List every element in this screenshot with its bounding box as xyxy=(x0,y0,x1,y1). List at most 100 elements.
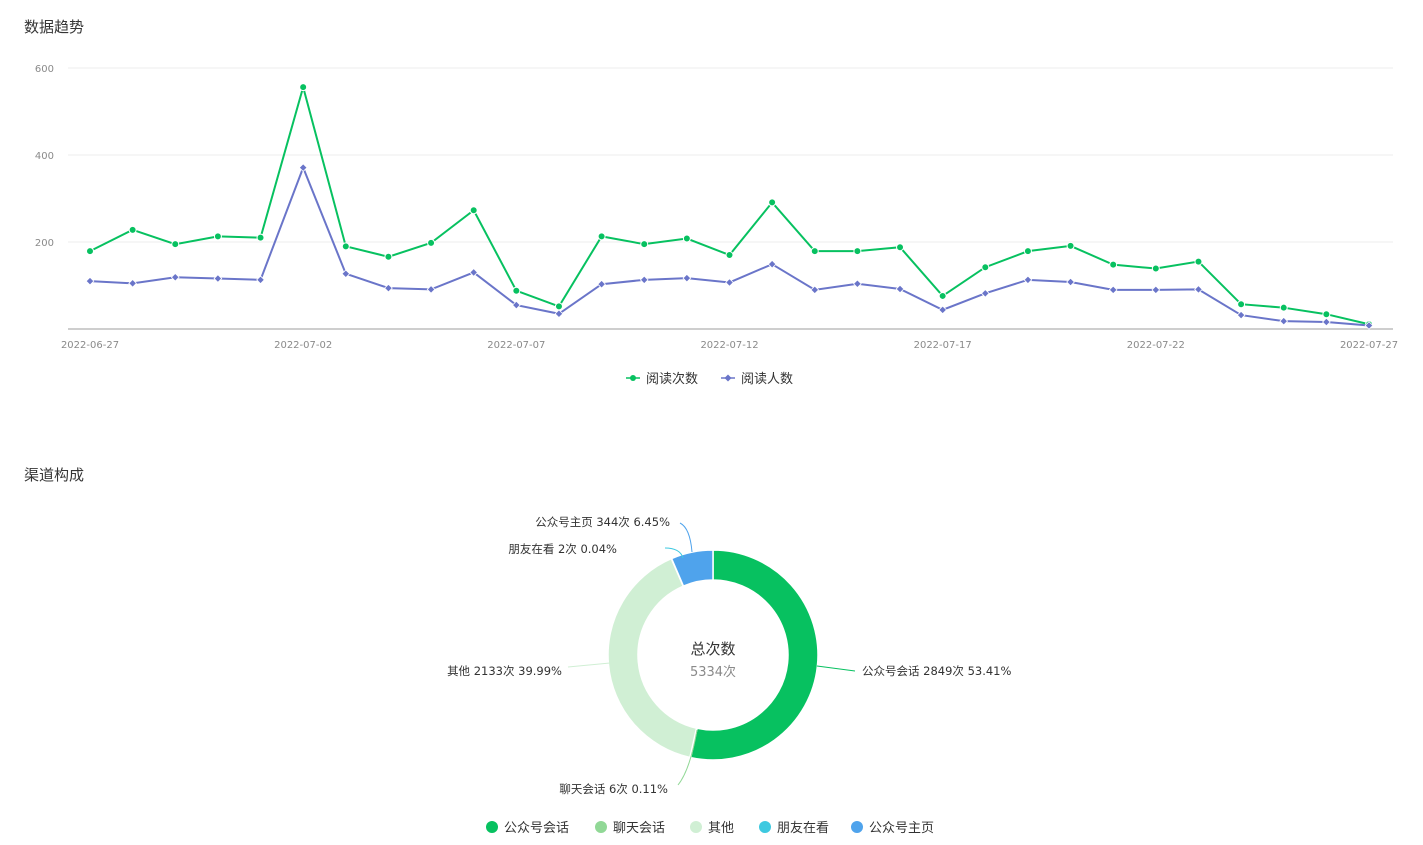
data-point xyxy=(767,259,777,269)
data-point xyxy=(86,247,94,256)
data-point xyxy=(341,269,351,279)
data-point xyxy=(554,309,564,319)
legend-label: 阅读人数 xyxy=(741,372,793,387)
data-point xyxy=(341,242,350,251)
pie-leader-line xyxy=(664,547,684,559)
data-point xyxy=(469,268,479,277)
legend-marker xyxy=(724,374,732,382)
legend-label: 阅读次数 xyxy=(646,371,698,387)
data-point xyxy=(171,240,180,249)
legend-dot xyxy=(595,821,607,833)
data-point xyxy=(1151,285,1161,295)
data-point xyxy=(1364,321,1374,330)
data-point xyxy=(597,279,606,289)
pie-slice-label: 聊天会话 6次 0.11% xyxy=(559,782,668,796)
legend-label: 朋友在看 xyxy=(777,820,829,836)
donut-center-title: 总次数 xyxy=(690,640,735,658)
data-point xyxy=(640,240,649,249)
data-point xyxy=(639,275,649,285)
y-tick-label: 600 xyxy=(35,64,54,75)
data-point xyxy=(1023,247,1032,256)
data-point xyxy=(1194,285,1203,294)
data-point xyxy=(128,225,137,234)
data-point xyxy=(170,272,180,282)
data-point xyxy=(1194,257,1203,266)
data-point xyxy=(1108,285,1118,295)
data-point xyxy=(853,279,862,289)
pie-slice xyxy=(689,549,819,761)
data-point xyxy=(1109,260,1118,269)
data-point xyxy=(810,285,820,295)
data-point xyxy=(980,288,990,298)
donut-center-value: 5334次 xyxy=(690,664,736,680)
data-point xyxy=(1066,277,1075,287)
data-point xyxy=(213,232,222,241)
data-point xyxy=(768,198,777,207)
data-point xyxy=(298,163,308,172)
data-point xyxy=(981,263,990,272)
y-tick-label: 400 xyxy=(35,151,54,162)
pie-slice-label: 其他 2133次 39.99% xyxy=(447,664,562,678)
y-tick-label: 200 xyxy=(35,238,54,249)
legend-label: 公众号主页 xyxy=(869,821,934,836)
channel-section-title: 渠道构成 xyxy=(24,466,85,484)
data-point xyxy=(810,247,819,256)
legend-marker xyxy=(630,375,636,381)
data-point xyxy=(384,252,393,261)
legend-dot xyxy=(486,821,498,833)
x-tick-label: 2022-07-12 xyxy=(700,340,758,351)
pie-leader-line xyxy=(567,662,611,668)
pie-slice xyxy=(607,557,698,759)
data-point xyxy=(895,284,905,294)
x-tick-label: 2022-07-27 xyxy=(1340,340,1398,351)
data-point xyxy=(1279,316,1289,326)
data-point xyxy=(1066,241,1075,250)
data-point xyxy=(256,275,265,285)
data-point xyxy=(85,276,95,286)
data-point xyxy=(512,286,521,295)
data-point xyxy=(1236,310,1246,320)
legend-label: 公众号会话 xyxy=(504,821,569,836)
data-point xyxy=(1237,300,1246,309)
data-point xyxy=(853,247,862,256)
legend-label: 其他 xyxy=(708,821,734,836)
data-point xyxy=(469,206,478,215)
pie-slice xyxy=(670,549,714,588)
pie-slice-label: 公众号主页 344次 6.45% xyxy=(535,515,670,529)
data-point xyxy=(511,300,521,310)
data-point xyxy=(128,278,137,288)
legend-dot xyxy=(759,821,771,833)
data-point xyxy=(1023,275,1033,285)
data-point xyxy=(725,278,734,287)
pie-leader-line xyxy=(677,729,698,786)
pie-slice-label: 公众号会话 2849次 53.41% xyxy=(862,664,1011,678)
legend-dot xyxy=(851,821,863,833)
x-tick-label: 2022-07-02 xyxy=(274,340,332,351)
trend-line-chart: 200 400 600 2022-06-27 2022-07-02 2022-07-07 2… xyxy=(35,64,1398,387)
data-point xyxy=(1279,303,1288,312)
data-point xyxy=(896,243,905,252)
x-tick-label: 2022-07-07 xyxy=(487,340,545,351)
data-point xyxy=(597,232,606,241)
data-point xyxy=(1151,264,1160,273)
data-point xyxy=(682,273,692,283)
pie-slice-label: 朋友在看 2次 0.04% xyxy=(508,542,617,556)
x-tick-label: 2022-07-17 xyxy=(914,340,972,351)
pie-leader-line xyxy=(679,522,693,553)
x-tick-label: 2022-07-22 xyxy=(1127,340,1185,351)
data-point xyxy=(938,305,948,315)
data-point xyxy=(682,234,691,243)
x-tick-label: 2022-06-27 xyxy=(61,340,119,351)
data-point xyxy=(427,238,436,247)
data-point xyxy=(1322,317,1331,327)
data-point xyxy=(426,285,436,294)
legend-dot xyxy=(690,821,702,833)
legend-label: 聊天会话 xyxy=(613,821,665,836)
data-point xyxy=(384,283,393,293)
data-point xyxy=(256,233,265,242)
data-point xyxy=(938,291,947,300)
data-point xyxy=(725,251,734,260)
data-point xyxy=(213,274,223,283)
trend-section-title: 数据趋势 xyxy=(24,18,85,36)
